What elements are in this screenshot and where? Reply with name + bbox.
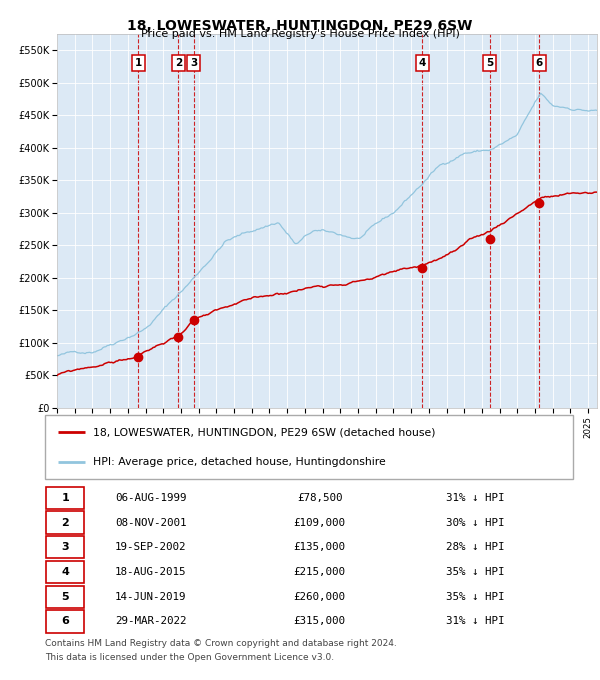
Text: 35% ↓ HPI: 35% ↓ HPI [446, 592, 505, 602]
Text: 3: 3 [190, 58, 197, 68]
Text: 2: 2 [175, 58, 182, 68]
FancyBboxPatch shape [45, 415, 573, 479]
FancyBboxPatch shape [46, 585, 84, 608]
Text: 35% ↓ HPI: 35% ↓ HPI [446, 567, 505, 577]
Text: 1: 1 [61, 493, 69, 503]
Text: 18, LOWESWATER, HUNTINGDON, PE29 6SW: 18, LOWESWATER, HUNTINGDON, PE29 6SW [127, 19, 473, 33]
Text: 31% ↓ HPI: 31% ↓ HPI [446, 616, 505, 626]
Text: £260,000: £260,000 [293, 592, 346, 602]
Text: £109,000: £109,000 [293, 517, 346, 528]
Text: This data is licensed under the Open Government Licence v3.0.: This data is licensed under the Open Gov… [45, 653, 334, 662]
Text: 06-AUG-1999: 06-AUG-1999 [115, 493, 187, 503]
Text: 6: 6 [61, 616, 69, 626]
Text: 18, LOWESWATER, HUNTINGDON, PE29 6SW (detached house): 18, LOWESWATER, HUNTINGDON, PE29 6SW (de… [92, 427, 435, 437]
FancyBboxPatch shape [46, 536, 84, 558]
FancyBboxPatch shape [46, 487, 84, 509]
Text: 29-MAR-2022: 29-MAR-2022 [115, 616, 187, 626]
Text: 3: 3 [61, 542, 69, 552]
Text: £215,000: £215,000 [293, 567, 346, 577]
Text: 4: 4 [419, 58, 426, 68]
Text: 30% ↓ HPI: 30% ↓ HPI [446, 517, 505, 528]
FancyBboxPatch shape [46, 561, 84, 583]
Text: £78,500: £78,500 [297, 493, 343, 503]
Text: 6: 6 [536, 58, 543, 68]
Text: 2: 2 [61, 517, 69, 528]
Text: 19-SEP-2002: 19-SEP-2002 [115, 542, 187, 552]
FancyBboxPatch shape [46, 511, 84, 534]
Text: HPI: Average price, detached house, Huntingdonshire: HPI: Average price, detached house, Hunt… [92, 457, 385, 467]
Text: 28% ↓ HPI: 28% ↓ HPI [446, 542, 505, 552]
Text: Contains HM Land Registry data © Crown copyright and database right 2024.: Contains HM Land Registry data © Crown c… [45, 639, 397, 648]
Text: £135,000: £135,000 [293, 542, 346, 552]
Text: 5: 5 [486, 58, 494, 68]
Text: 18-AUG-2015: 18-AUG-2015 [115, 567, 187, 577]
Text: 14-JUN-2019: 14-JUN-2019 [115, 592, 187, 602]
Text: 1: 1 [134, 58, 142, 68]
Text: £315,000: £315,000 [293, 616, 346, 626]
FancyBboxPatch shape [46, 610, 84, 632]
Text: Price paid vs. HM Land Registry's House Price Index (HPI): Price paid vs. HM Land Registry's House … [140, 29, 460, 39]
Text: 5: 5 [61, 592, 69, 602]
Text: 4: 4 [61, 567, 69, 577]
Text: 31% ↓ HPI: 31% ↓ HPI [446, 493, 505, 503]
Text: 08-NOV-2001: 08-NOV-2001 [115, 517, 187, 528]
